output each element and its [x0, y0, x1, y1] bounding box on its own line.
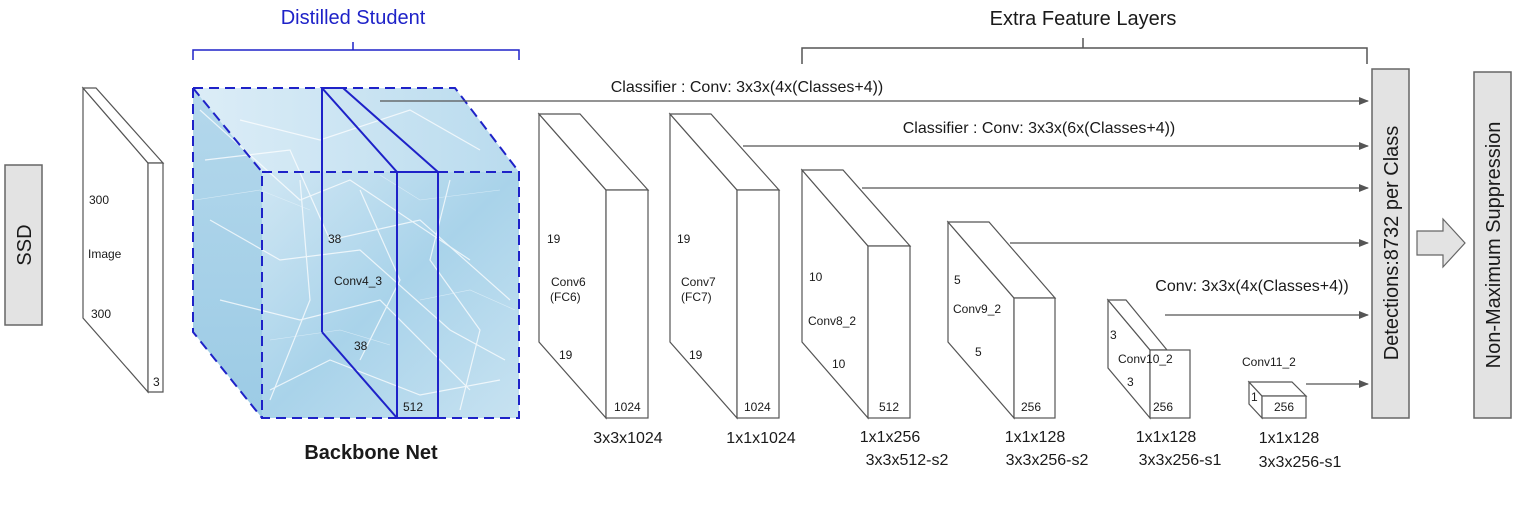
conv10-2-height-label: 3: [1110, 328, 1117, 342]
conv8-2-width-label: 10: [832, 357, 846, 371]
conv10-2-spec1-label: 1x1x128: [1136, 429, 1197, 446]
image-height-label: 300: [89, 193, 109, 207]
conv11-2-spec1-label: 1x1x128: [1259, 430, 1320, 447]
backbone-cube: [192, 87, 520, 419]
conv11-2-block: [1247, 380, 1308, 420]
conv11-2-name-label: Conv11_2: [1242, 355, 1296, 369]
image-name-label: Image: [88, 247, 122, 261]
classifier-2-label: Classifier : Conv: 3x3x(6x(Classes+4)): [903, 120, 1176, 137]
conv11-2-channel-label: 256: [1274, 400, 1294, 414]
conv10-2-spec2-label: 3x3x256-s1: [1139, 452, 1222, 469]
conv11-2-height-label: 1: [1251, 390, 1258, 404]
image-block: [81, 86, 165, 394]
conv8-2-name-label: Conv8_2: [808, 314, 856, 328]
conv4-3-width-label: 38: [354, 339, 368, 353]
distilled-student-brace: [192, 42, 520, 60]
nms-label: Non-Maximum Suppression: [1483, 122, 1505, 369]
conv4-3-channel-label: 512: [403, 400, 423, 414]
conv9-2-height-label: 5: [954, 273, 961, 287]
backbone-net-label: Backbone Net: [304, 442, 438, 464]
conv10-2-name-label: Conv10_2: [1118, 352, 1173, 366]
conv6-spec-label: 3x3x1024: [593, 430, 662, 447]
conv7-sub-label: (FC7): [681, 290, 712, 304]
image-channel-label: 3: [153, 375, 160, 389]
conv8-2-channel-label: 512: [879, 400, 899, 414]
conv7-spec-label: 1x1x1024: [726, 430, 795, 447]
conv4-3-slab: [319, 87, 441, 419]
conv6-name-label: Conv6: [551, 275, 586, 289]
conv10-2-channel-label: 256: [1153, 400, 1173, 414]
conv6-width-label: 19: [559, 348, 573, 362]
conv6-channel-label: 1024: [614, 400, 641, 414]
conv9-2-spec2-label: 3x3x256-s2: [1006, 452, 1089, 469]
conv10-2-width-label: 3: [1127, 375, 1134, 389]
conv7-width-label: 19: [689, 348, 703, 362]
conv8-2-spec1-label: 1x1x256: [860, 429, 921, 446]
conv8-2-spec2-label: 3x3x512-s2: [866, 452, 949, 469]
conv9-2-name-label: Conv9_2: [953, 302, 1001, 316]
conv6-height-label: 19: [547, 232, 561, 246]
conv6-block: [537, 112, 650, 420]
detections-label: Detections:8732 per Class: [1381, 126, 1403, 361]
conv9-2-width-label: 5: [975, 345, 982, 359]
conv7-height-label: 19: [677, 232, 691, 246]
image-width-label: 300: [91, 307, 111, 321]
ssd-label-box: SSD: [4, 164, 43, 326]
conv10-2-block: [1106, 298, 1191, 420]
distilled-student-label: Distilled Student: [281, 7, 426, 29]
conv7-channel-label: 1024: [744, 400, 771, 414]
conv7-block: [668, 112, 781, 420]
classifier-3-label: Conv: 3x3x(4x(Classes+4)): [1155, 278, 1348, 295]
conv9-2-block: [946, 220, 1057, 420]
conv8-2-block: [800, 168, 912, 420]
conv6-sub-label: (FC6): [550, 290, 581, 304]
nms-box: Non-Maximum Suppression: [1473, 71, 1512, 419]
ssd-label: SSD: [14, 224, 36, 265]
conv11-2-spec2-label: 3x3x256-s1: [1259, 454, 1342, 471]
conv8-2-height-label: 10: [809, 270, 823, 284]
extra-feature-layers-brace: [801, 38, 1368, 64]
classifier-1-label: Classifier : Conv: 3x3x(4x(Classes+4)): [611, 79, 884, 96]
conv9-2-spec1-label: 1x1x128: [1005, 429, 1066, 446]
block-arrow: [1416, 217, 1466, 269]
extra-feature-layers-label: Extra Feature Layers: [990, 8, 1177, 30]
conv9-2-channel-label: 256: [1021, 400, 1041, 414]
conv4-3-name-label: Conv4_3: [334, 274, 382, 288]
detections-box: Detections:8732 per Class: [1371, 68, 1410, 419]
conv7-name-label: Conv7: [681, 275, 716, 289]
conv4-3-height-label: 38: [328, 232, 342, 246]
